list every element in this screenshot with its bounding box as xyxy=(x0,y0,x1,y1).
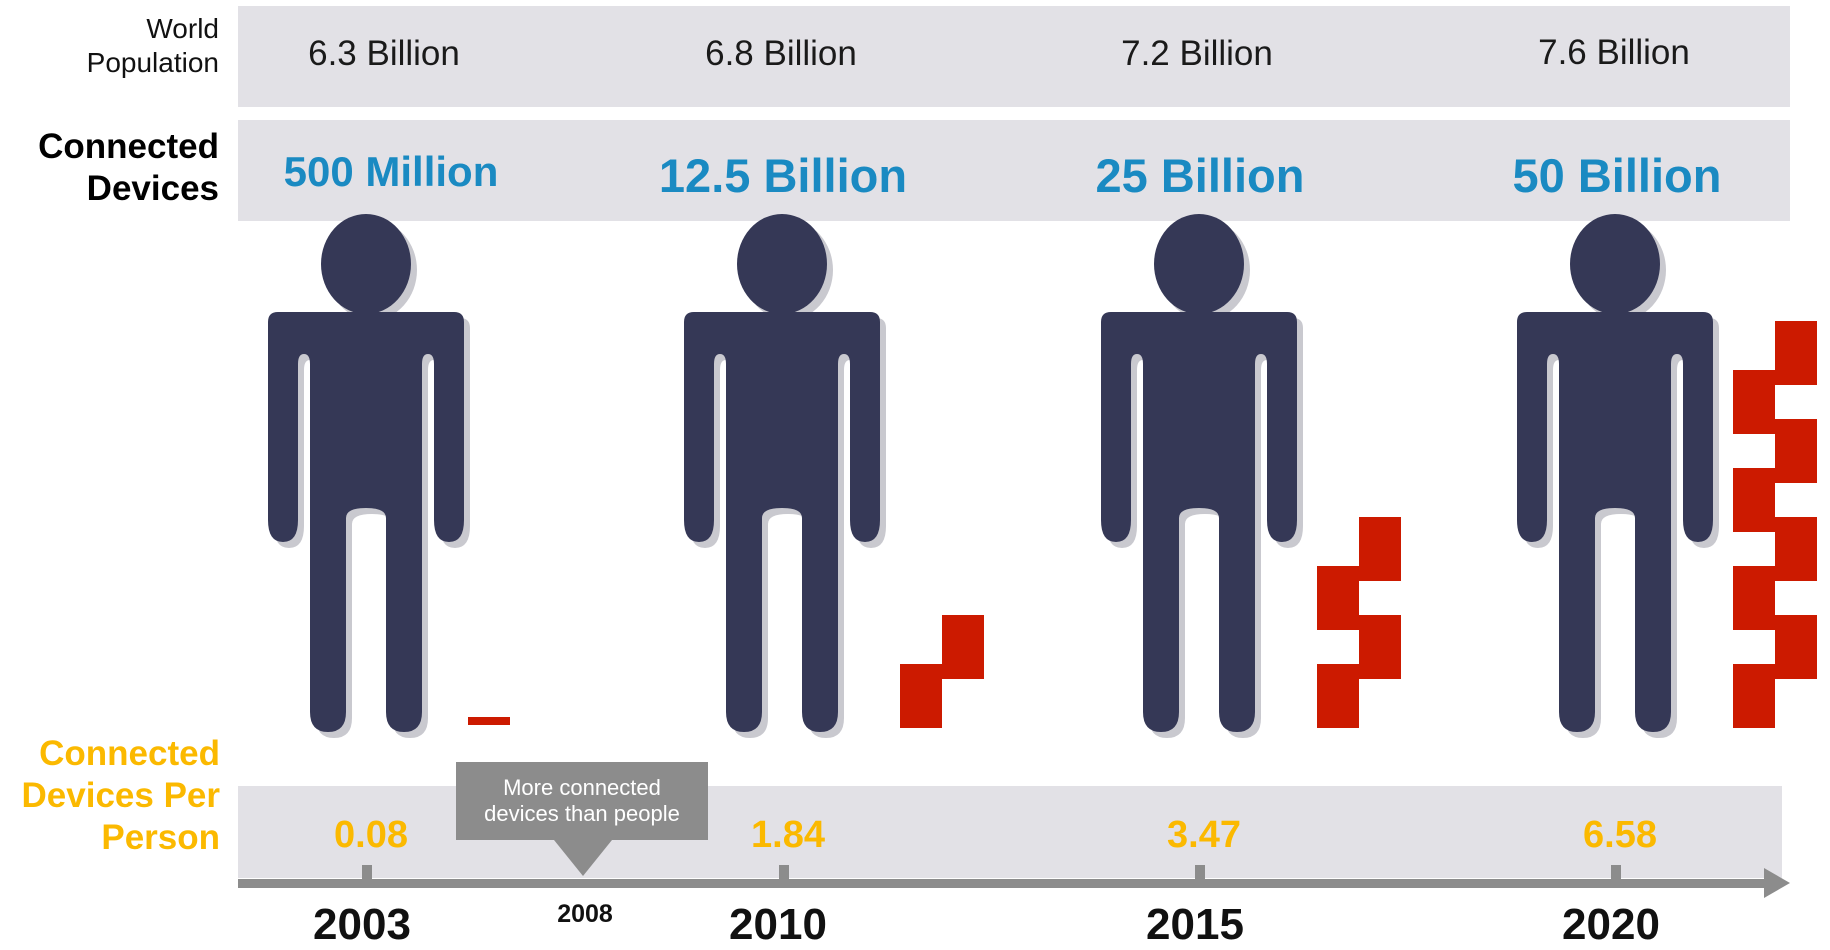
world-population-label: World Population xyxy=(0,12,219,79)
device-block-icon xyxy=(1733,468,1775,532)
connected-devices-label: Connected Devices xyxy=(0,126,219,210)
world-population-value: 7.2 Billion xyxy=(1121,34,1273,73)
device-block-icon xyxy=(1775,615,1817,679)
world-population-label-line-2: Population xyxy=(86,46,219,78)
year-label: 2010 xyxy=(729,900,827,949)
devices-per-person-label: Connected Devices Per Person xyxy=(0,733,220,859)
device-block-icon xyxy=(1733,370,1775,434)
person-icon xyxy=(1509,212,1721,742)
connected-devices-band xyxy=(238,120,1790,221)
devices-per-person-value: 1.84 xyxy=(751,814,825,856)
year-label: 2015 xyxy=(1146,900,1244,949)
connected-devices-label-line-2: Devices xyxy=(86,169,219,208)
device-block-icon xyxy=(1359,615,1401,679)
device-block-icon xyxy=(1317,566,1359,630)
world-population-band xyxy=(238,6,1790,107)
device-block-icon xyxy=(468,717,510,725)
connected-devices-value: 500 Million xyxy=(283,148,499,195)
devices-per-person-value: 6.58 xyxy=(1583,814,1657,856)
world-population-value: 6.3 Billion xyxy=(308,34,460,73)
milestone-callout: More connected devices than people xyxy=(456,762,708,840)
year-label: 2003 xyxy=(313,900,411,949)
devices-per-person-value: 0.08 xyxy=(334,814,408,856)
device-block-icon xyxy=(942,615,984,679)
device-block-icon xyxy=(1359,517,1401,581)
world-population-label-line-1: World xyxy=(146,13,219,44)
world-population-value: 7.6 Billion xyxy=(1538,33,1690,72)
connected-devices-value: 12.5 Billion xyxy=(658,149,908,202)
connected-devices-value: 50 Billion xyxy=(1512,149,1722,202)
device-block-icon xyxy=(1775,517,1817,581)
world-population-value: 6.8 Billion xyxy=(705,34,857,73)
device-block-icon xyxy=(1733,566,1775,630)
device-block-icon xyxy=(1775,321,1817,385)
connected-devices-value: 25 Billion xyxy=(1095,149,1305,202)
milestone-callout-line-2: devices than people xyxy=(484,801,680,826)
person-icon xyxy=(676,212,888,742)
devices-per-person-value: 3.47 xyxy=(1167,814,1241,856)
milestone-year: 2008 xyxy=(557,900,613,928)
device-block-icon xyxy=(900,664,942,728)
device-block-icon xyxy=(1317,664,1359,728)
devices-per-person-label-line-2: Devices Per xyxy=(21,776,220,815)
connected-devices-label-line-1: Connected xyxy=(38,127,219,166)
year-label: 2020 xyxy=(1562,900,1660,949)
milestone-callout-line-1: More connected xyxy=(503,775,661,800)
person-icon xyxy=(260,212,472,742)
devices-per-person-label-line-3: Person xyxy=(101,818,220,857)
person-icon xyxy=(1093,212,1305,742)
device-block-icon xyxy=(1733,664,1775,728)
devices-per-person-label-line-1: Connected xyxy=(39,734,220,773)
device-block-icon xyxy=(1775,419,1817,483)
